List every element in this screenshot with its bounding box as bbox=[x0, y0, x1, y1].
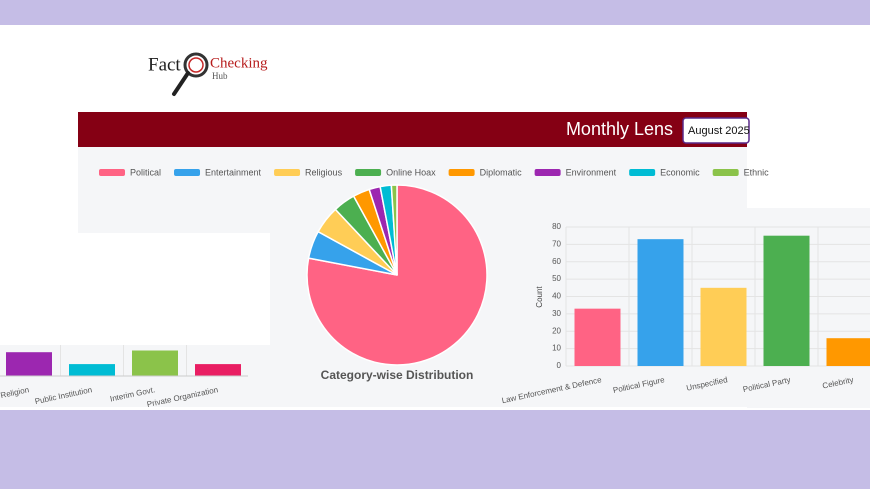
bar bbox=[132, 350, 178, 376]
legend-swatch bbox=[99, 169, 125, 176]
bar bbox=[637, 239, 684, 366]
y-tick-label: 30 bbox=[552, 309, 561, 318]
legend-swatch bbox=[355, 169, 382, 176]
bar bbox=[195, 364, 241, 376]
month-select-text[interactable]: August 2025 bbox=[688, 125, 750, 137]
y-tick-label: 80 bbox=[552, 222, 561, 231]
logo: Fact Checking Hub bbox=[148, 52, 268, 96]
legend-swatch bbox=[534, 169, 561, 176]
y-tick-label: 0 bbox=[557, 361, 562, 370]
bar bbox=[69, 364, 115, 376]
legend-swatch bbox=[712, 169, 739, 176]
legend-label: Religious bbox=[305, 167, 343, 177]
chart-title: Category-wise Distribution bbox=[321, 368, 474, 382]
bar bbox=[763, 235, 810, 366]
y-tick-label: 10 bbox=[552, 344, 561, 353]
bar bbox=[6, 352, 52, 376]
legend-label: Economic bbox=[660, 167, 700, 177]
legend-label: Political bbox=[130, 167, 161, 177]
legend-label: Ethnic bbox=[744, 167, 770, 177]
overlay-panel bbox=[0, 233, 270, 345]
logo-lens-inner bbox=[188, 57, 204, 73]
y-tick-label: 60 bbox=[552, 257, 561, 266]
bar bbox=[826, 338, 870, 366]
legend-swatch bbox=[274, 169, 301, 176]
logo-hub: Hub bbox=[212, 71, 228, 81]
logo-checking: Checking bbox=[210, 55, 268, 71]
logo-lens bbox=[183, 52, 209, 78]
legend-label: Diplomatic bbox=[480, 167, 523, 177]
pie-slice bbox=[390, 184, 398, 276]
legend-swatch bbox=[629, 169, 656, 176]
y-tick-label: 50 bbox=[552, 274, 561, 283]
bar bbox=[574, 308, 621, 366]
legend-label: Online Hoax bbox=[386, 167, 436, 177]
y-tick-label: 20 bbox=[552, 326, 561, 335]
bar bbox=[700, 287, 747, 366]
legend-swatch bbox=[174, 169, 201, 176]
y-tick-label: 40 bbox=[552, 292, 561, 301]
legend-label: Environment bbox=[566, 167, 617, 177]
logo-fact: Fact bbox=[148, 54, 181, 75]
banner-title: Monthly Lens bbox=[566, 119, 673, 139]
banner bbox=[78, 112, 747, 147]
legend-swatch bbox=[448, 169, 475, 176]
logo-handle bbox=[172, 71, 190, 96]
y-axis-label: Count bbox=[535, 286, 544, 308]
month-select[interactable] bbox=[682, 117, 750, 144]
legend-label: Entertainment bbox=[205, 167, 262, 177]
y-tick-label: 70 bbox=[552, 239, 561, 248]
